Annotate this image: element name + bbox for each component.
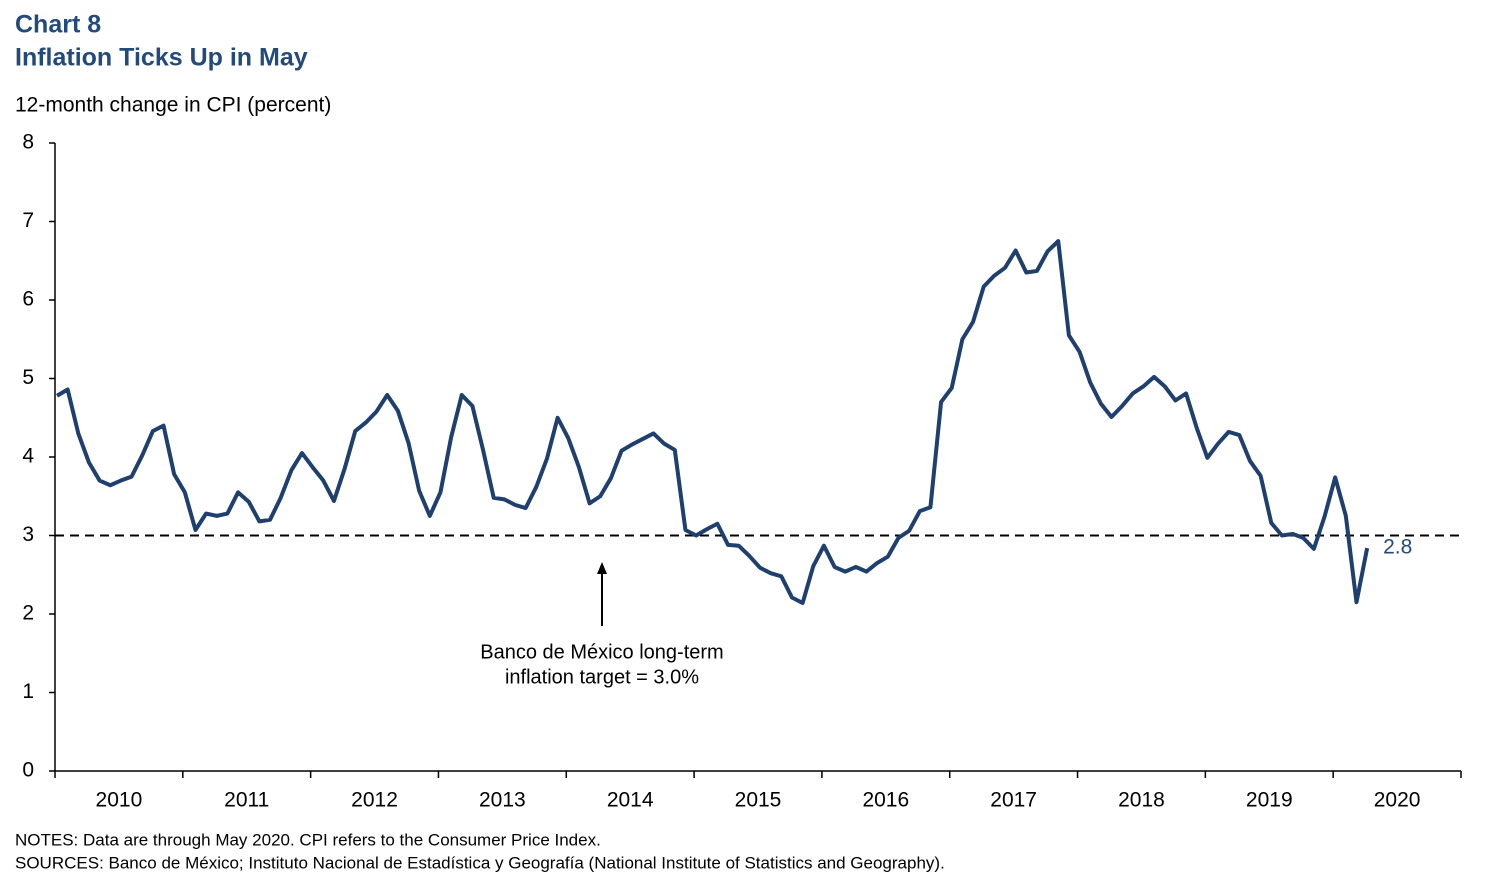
annotation: Banco de México long-term: [480, 641, 723, 663]
annotation-arrowhead: [597, 562, 607, 574]
x-tick-label: 2020: [1374, 789, 1421, 812]
y-tick-label: 5: [22, 366, 34, 389]
y-tick-label: 6: [22, 288, 34, 311]
x-tick-label: 2011: [224, 789, 269, 812]
x-tick-label: 2013: [479, 789, 526, 812]
sources: SOURCES: Banco de México; Instituto Naci…: [15, 853, 945, 872]
x-tick-label: 2019: [1246, 789, 1293, 812]
chart-title: Chart 8: [15, 11, 101, 39]
x-tick-label: 2015: [735, 789, 782, 812]
line: [55, 239, 1370, 606]
annotation: inflation target = 3.0%: [505, 666, 699, 688]
notes: NOTES: Data are through May 2020. CPI re…: [15, 830, 601, 849]
x-tick-label: 2017: [990, 789, 1037, 812]
x-tick-label: 2018: [1118, 789, 1165, 812]
y-tick-label: 4: [22, 445, 34, 468]
y-tick-label: 2: [22, 602, 34, 625]
y-tick-label: 3: [22, 523, 34, 546]
x-tick-label: 2012: [351, 789, 398, 812]
y-tick-label: 0: [22, 759, 34, 782]
y-tick-label: 7: [22, 209, 34, 232]
x-tick-label: 2010: [96, 789, 143, 812]
value-label: 2.8: [1383, 536, 1412, 559]
x-tick-label: 2014: [607, 789, 654, 812]
y-axis-label: 12-month change in CPI (percent): [15, 94, 331, 117]
y-tick-label: 1: [22, 680, 34, 703]
x-tick-label: 2016: [862, 789, 909, 812]
chart-subtitle: Inflation Ticks Up in May: [15, 44, 308, 72]
y-tick-label: 8: [22, 131, 34, 154]
